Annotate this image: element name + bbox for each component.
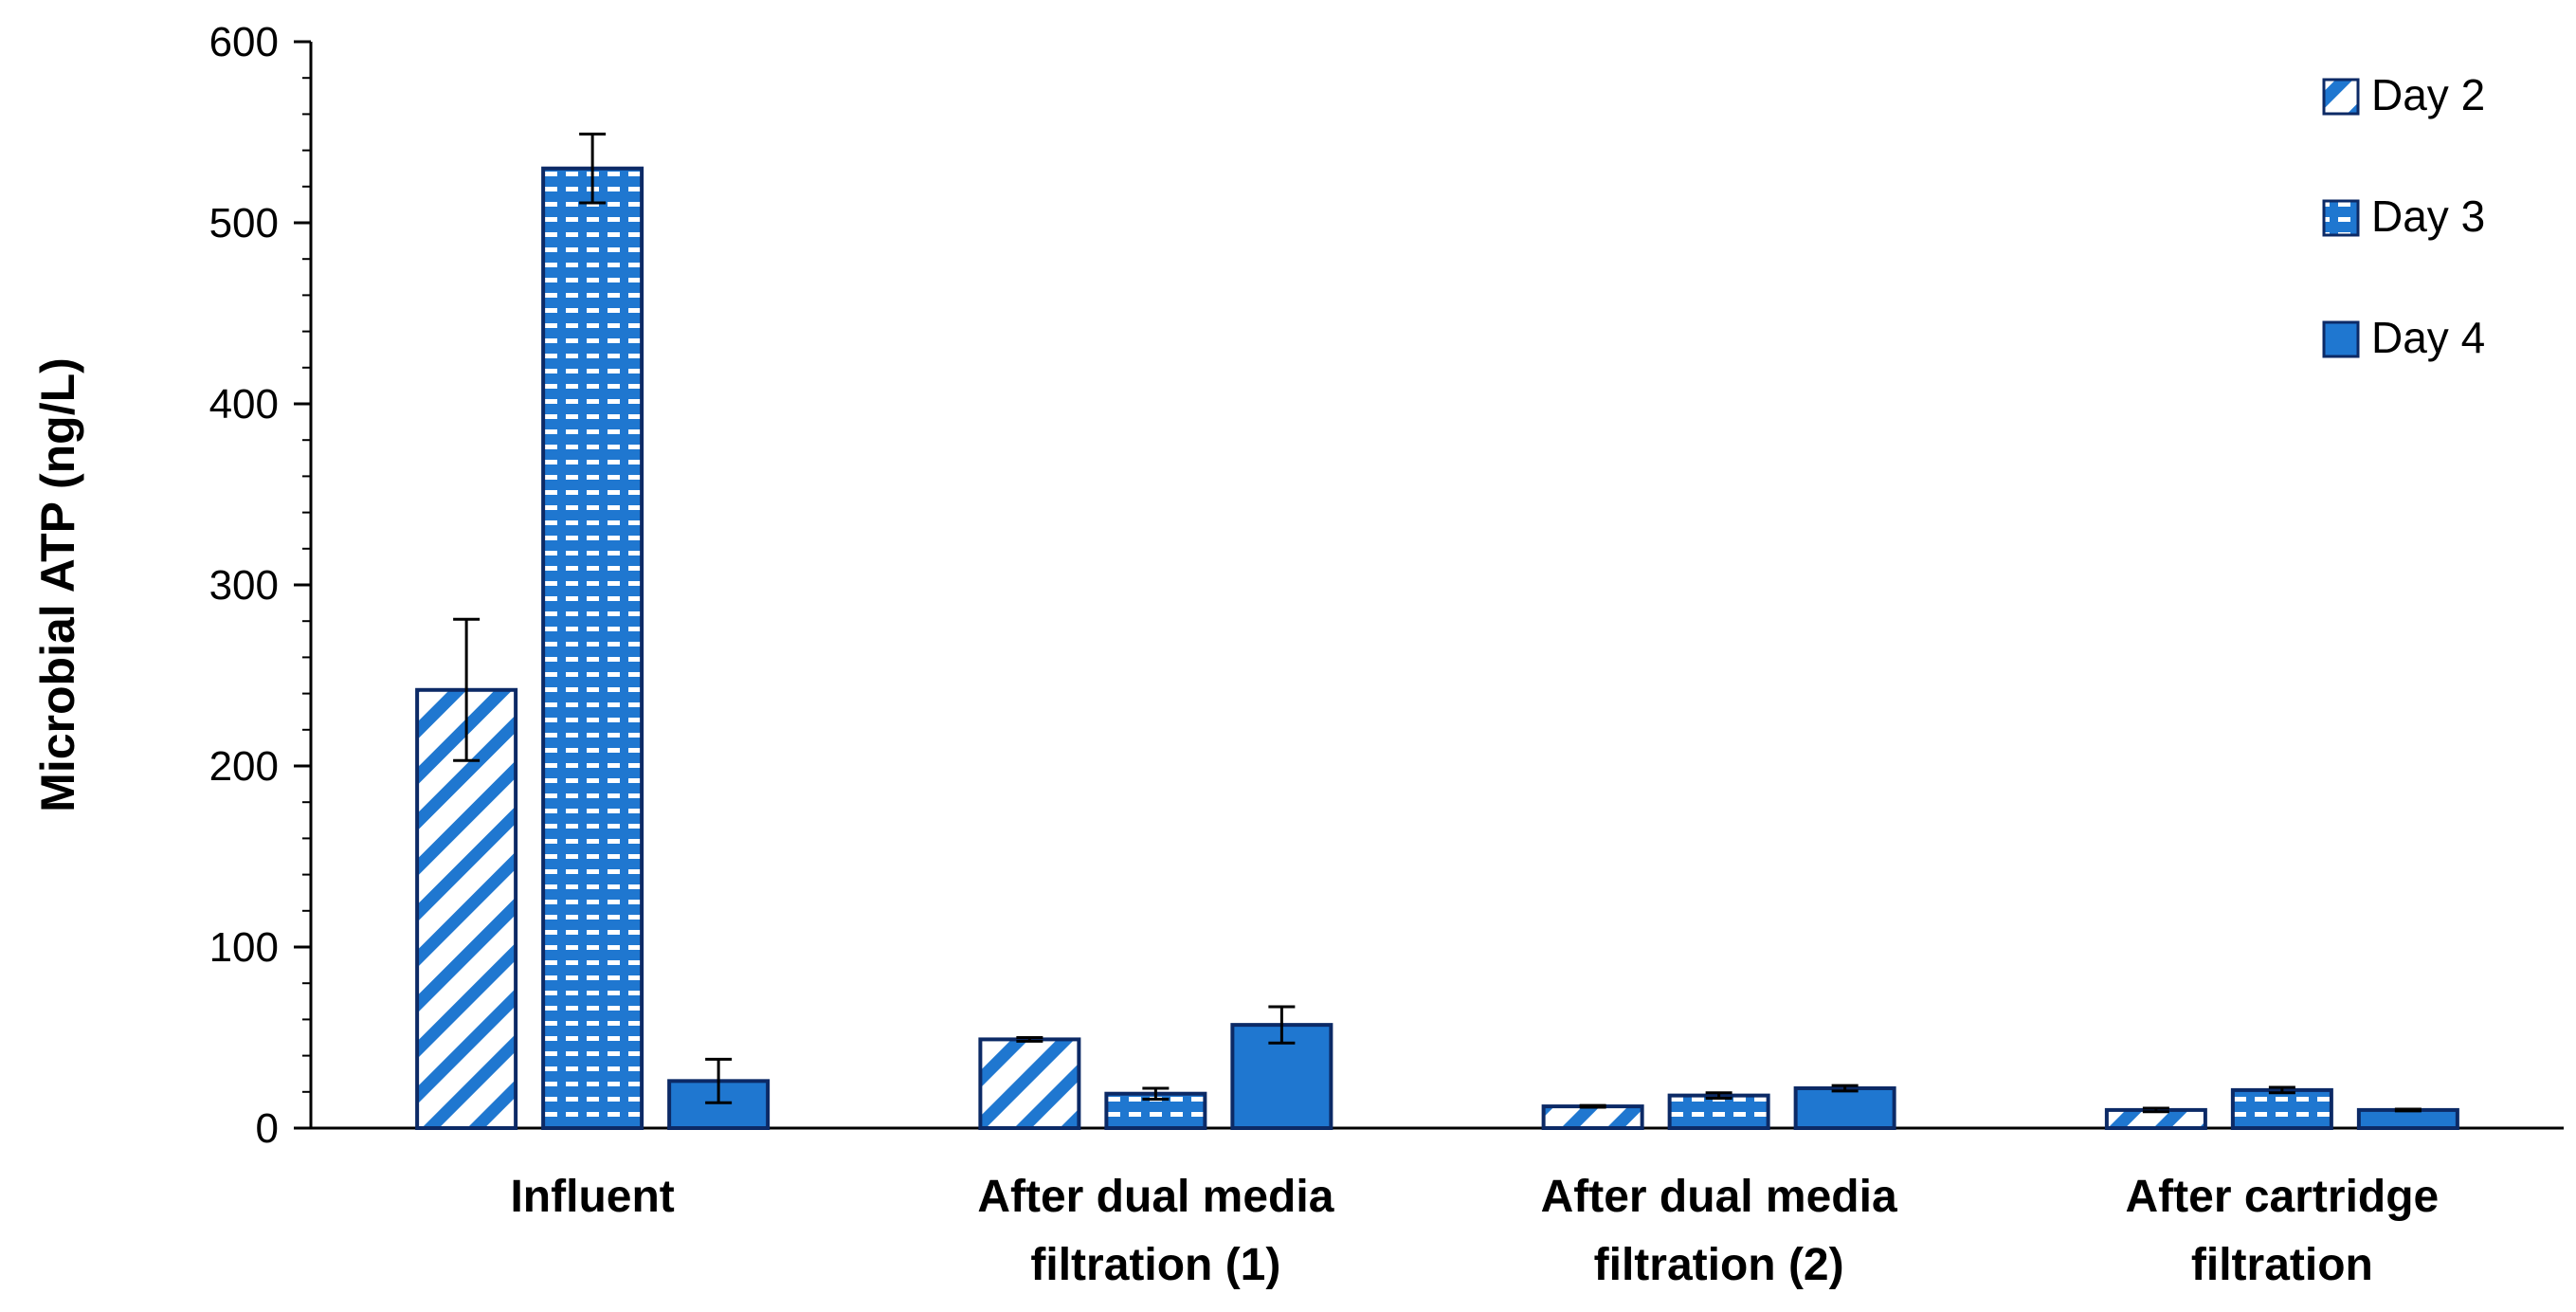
y-tick-label: 200 [209, 743, 279, 790]
category-label: After cartridge [2126, 1172, 2440, 1222]
legend-entry: Day 4 [2371, 313, 2485, 362]
bar-day-3 [1667, 1093, 1770, 1130]
bar-day-4 [1793, 1085, 1896, 1130]
plot-area: 0 100 200 300 400 500 600 Microbial ATP (ng/L) I… [31, 19, 2564, 1290]
legend-swatch [2322, 320, 2360, 358]
bar-day-2 [415, 687, 518, 1131]
category-label: After dual media [1541, 1172, 1897, 1222]
y-tick-label: 600 [209, 19, 279, 65]
legend-swatch [2322, 199, 2360, 237]
y-tick-label: 400 [209, 381, 279, 428]
category-label: filtration [2191, 1240, 2373, 1290]
bar-day-2 [978, 1037, 1081, 1131]
legend-entry: Day 3 [2371, 191, 2485, 241]
category-label: After dual media [977, 1172, 1333, 1222]
category-label: filtration (1) [1030, 1240, 1280, 1290]
bar-day-3 [2230, 1087, 2333, 1131]
bar-day-2 [1541, 1104, 1644, 1130]
bar-day-3 [541, 166, 644, 1130]
y-tick-label: 0 [256, 1105, 279, 1152]
legend-entry: Day 2 [2371, 70, 2485, 119]
category-label: filtration (2) [1594, 1240, 1844, 1290]
category-label: Influent [510, 1172, 674, 1222]
y-tick-label: 500 [209, 200, 279, 246]
y-tick-label: 300 [209, 562, 279, 609]
y-tick-label: 100 [209, 924, 279, 971]
legend-swatch [2322, 78, 2360, 116]
bar-day-4 [2356, 1107, 2459, 1131]
y-axis-title: Microbial ATP (ng/L) [31, 357, 84, 812]
